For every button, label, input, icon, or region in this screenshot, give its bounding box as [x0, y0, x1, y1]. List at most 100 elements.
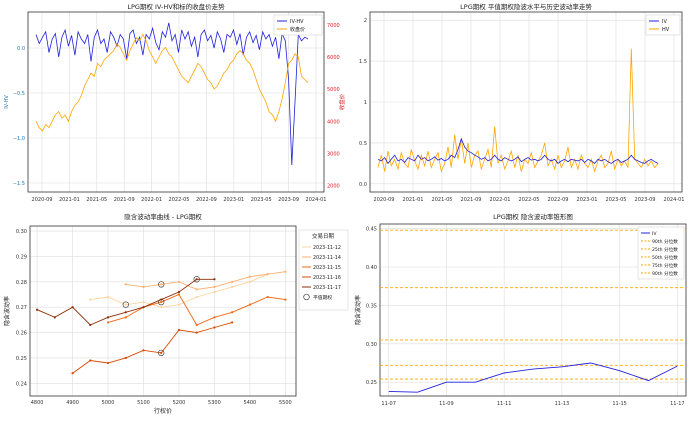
bl-series-point [124, 303, 127, 306]
bl-x-tick-label: 5400 [244, 400, 257, 406]
bl-y-tick-label: 0.28 [16, 280, 27, 286]
bl-series-line-2023-11-16 [72, 321, 233, 374]
tl-x-tick-label: 2024-01 [306, 197, 327, 203]
tr-plot-frame [369, 11, 683, 193]
br-x-tick-label: 11-13 [555, 401, 570, 407]
bl-series-point [106, 316, 110, 319]
bl-y-label: 隐含波动率 [3, 296, 11, 326]
bl-series-point [284, 298, 287, 301]
bl-atm-marker [158, 281, 165, 288]
bl-series-point [53, 316, 56, 319]
tl-y-right-tick-label: 6000 [327, 55, 340, 61]
bl-series-point [231, 280, 234, 283]
br-title: LPG期权 隐含波动率锥形图 [493, 212, 573, 221]
bl-series-point [195, 278, 198, 281]
chart-iv-cone: LPG期权 隐含波动率锥形图 11-07 11-09 11-11 11-13 11-15 1… [350, 210, 700, 419]
bl-series-point [248, 275, 251, 278]
tr-x-tick-label: 2021-09 [461, 197, 482, 203]
bl-series-point [142, 285, 145, 288]
bl-series-point [213, 316, 216, 319]
tr-legend-label: HV [662, 27, 670, 33]
bl-series-point [266, 273, 269, 276]
bl-series-point [266, 295, 269, 299]
br-iv-line [388, 362, 678, 393]
br-legend-label: 25th 分位数 [652, 246, 678, 253]
bl-y-tick-label: 0.29 [16, 254, 27, 260]
bl-series-point [177, 293, 181, 296]
tl-x-tick-label: 2021-05 [86, 197, 107, 203]
bl-series-point [71, 306, 74, 309]
br-y-tick-label: 0.35 [366, 303, 377, 309]
tl-y-right-tick-label: 4000 [327, 119, 340, 125]
tl-legend-label: IV-HV [290, 19, 304, 25]
bl-series-point [142, 306, 145, 309]
bl-x-tick-label: 5200 [173, 400, 186, 406]
tl-x-tick-label: 2023-05 [251, 197, 272, 203]
tr-x-tick-label: 2023-05 [606, 197, 627, 203]
bl-series-point [248, 303, 251, 306]
tl-y-right-tick-label: 5000 [327, 87, 340, 93]
bl-legend-title: 交易日期 [312, 232, 335, 240]
bl-series-point [195, 323, 198, 327]
tr-y-tick-label: 0.0 [359, 182, 367, 188]
bl-series-point [231, 285, 234, 288]
tr-y-tick-label: 2 [364, 18, 367, 24]
bl-series-point [177, 290, 181, 294]
tl-y-left-tick-label: −1.5 [13, 181, 25, 187]
tl-x-tick-label: 2023-09 [278, 197, 299, 203]
tl-y-right-tick-label: 3000 [327, 151, 340, 157]
bl-series-point [177, 328, 181, 332]
bl-series-point [213, 290, 216, 294]
br-legend-label: 90th 分位数 [652, 238, 678, 245]
bl-series-point [71, 372, 74, 375]
bl-y-tick-label: 0.27 [16, 305, 27, 311]
bl-series-point [160, 301, 163, 304]
tr-x-tick-label: 2022-05 [519, 197, 540, 203]
tl-y-left-tick-label: 0.0 [17, 46, 25, 52]
bl-y-tick-label: 0.26 [16, 331, 27, 337]
tl-legend-box [273, 14, 323, 36]
bl-series-point [195, 331, 198, 334]
br-x-tick-label: 11-07 [381, 401, 396, 407]
bl-series-point [142, 349, 145, 352]
br-x-tick-label: 11-15 [612, 401, 627, 407]
bl-legend-label: 2023-11-17 [313, 285, 341, 291]
tr-x-tick-label: 2021-05 [432, 197, 453, 203]
br-x-tick-label: 11-09 [439, 401, 454, 407]
bl-legend-atm-swatch [303, 293, 310, 301]
tl-x-tick-label: 2022-05 [169, 197, 190, 203]
tr-x-tick-label: 2024-01 [664, 197, 685, 203]
tl-x-tick-label: 2022-09 [196, 197, 217, 203]
chart-iv-smile: 隐含波动率曲线 - LPG期权 4800 4900 5000 5100 5200 5300 5… [0, 210, 350, 419]
bl-y-tick-label: 0.30 [16, 229, 27, 235]
tl-series-line-blue [35, 22, 309, 166]
br-legend-label: 50th 分位数 [652, 254, 678, 261]
tr-legend-box [645, 14, 681, 36]
tl-y-left-label: IV-HV [4, 95, 10, 109]
br-plot-frame [379, 223, 687, 397]
bl-atm-marker [193, 276, 200, 283]
tr-x-tick-label: 2023-01 [577, 197, 598, 203]
bl-x-tick-label: 4900 [66, 400, 79, 406]
bl-legend-label: 2023-11-14 [313, 255, 341, 261]
bl-series-point [124, 356, 127, 360]
tl-title: LPG期权 IV-HV和标的收盘价走势 [127, 2, 225, 11]
bl-x-label: 行权价 [154, 407, 172, 415]
bl-series-point [106, 361, 110, 365]
chart-atm-iv-hv: LPG期权 平值期权隐波水平与历史波动率走势 2020-09 2021-01 2021… [350, 0, 700, 210]
bl-legend-box [298, 229, 349, 311]
bl-series-line-2023-11-14 [125, 271, 286, 290]
tl-y-left-tick-label: −1.0 [13, 136, 25, 142]
tl-x-tick-label: 2022-01 [141, 197, 162, 203]
tl-x-tick-label: 2021-09 [114, 197, 135, 203]
tl-x-tick-label: 2020-09 [32, 197, 53, 203]
bl-series-point [284, 270, 287, 273]
bl-series-point [213, 278, 216, 281]
bl-series-point [89, 359, 92, 362]
bl-series-point [89, 298, 92, 301]
bl-legend-label: 2023-11-12 [313, 245, 341, 251]
bl-series-point [231, 321, 234, 324]
bl-series-point [106, 295, 110, 299]
tr-title: LPG期权 平值期权隐波水平与历史波动率走势 [460, 2, 592, 11]
bl-series-point [142, 301, 145, 304]
